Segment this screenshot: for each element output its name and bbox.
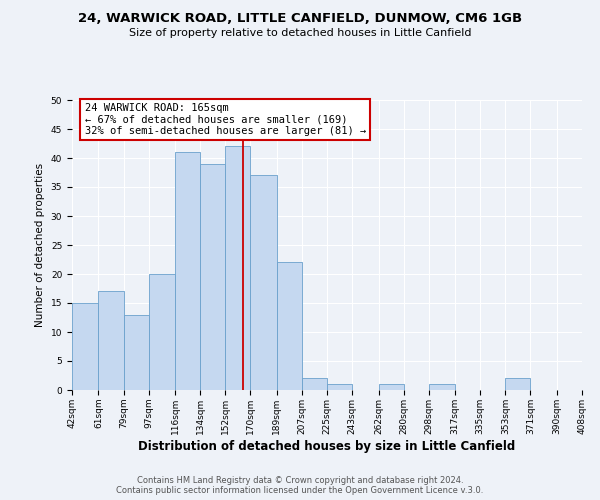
Y-axis label: Number of detached properties: Number of detached properties	[35, 163, 45, 327]
Text: 24, WARWICK ROAD, LITTLE CANFIELD, DUNMOW, CM6 1GB: 24, WARWICK ROAD, LITTLE CANFIELD, DUNMO…	[78, 12, 522, 26]
Bar	[379, 384, 404, 390]
Bar	[277, 262, 302, 390]
Text: Size of property relative to detached houses in Little Canfield: Size of property relative to detached ho…	[129, 28, 471, 38]
Text: Contains HM Land Registry data © Crown copyright and database right 2024.: Contains HM Land Registry data © Crown c…	[137, 476, 463, 485]
Bar	[175, 152, 200, 390]
X-axis label: Distribution of detached houses by size in Little Canfield: Distribution of detached houses by size …	[139, 440, 515, 452]
Bar	[225, 146, 250, 390]
Bar	[327, 384, 352, 390]
Bar	[98, 292, 124, 390]
Bar	[302, 378, 327, 390]
Bar	[429, 384, 455, 390]
Bar	[505, 378, 530, 390]
Bar	[149, 274, 175, 390]
Bar	[72, 303, 98, 390]
Text: Contains public sector information licensed under the Open Government Licence v.: Contains public sector information licen…	[116, 486, 484, 495]
Text: 24 WARWICK ROAD: 165sqm
← 67% of detached houses are smaller (169)
32% of semi-d: 24 WARWICK ROAD: 165sqm ← 67% of detache…	[85, 103, 366, 136]
Bar	[200, 164, 225, 390]
Bar	[124, 314, 149, 390]
Bar	[582, 378, 600, 390]
Bar	[250, 176, 277, 390]
